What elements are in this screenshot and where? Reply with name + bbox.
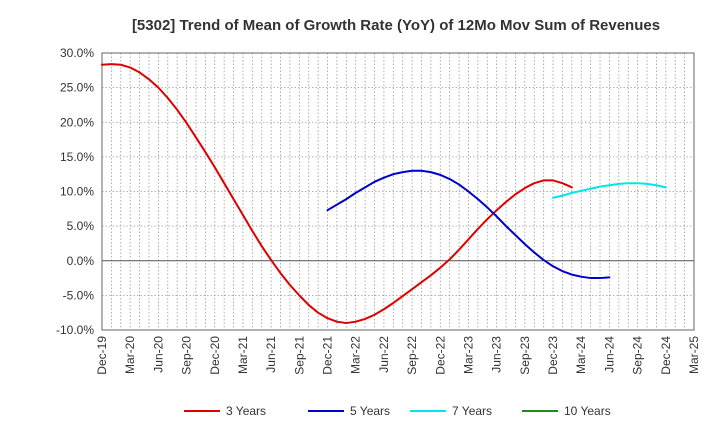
- plot-border: [101, 52, 695, 331]
- x-tick-label: Mar-20: [123, 336, 137, 374]
- x-tick-label: Jun-24: [602, 336, 616, 373]
- x-tick-label: Jun-23: [490, 336, 504, 373]
- y-tick-label: 30.0%: [60, 46, 94, 60]
- y-tick-label: -10.0%: [56, 323, 94, 337]
- series-line-7-years: [552, 182, 667, 199]
- grid: [102, 53, 694, 330]
- x-tick-label: Mar-25: [687, 336, 701, 374]
- x-tick-label: Jun-22: [377, 336, 391, 373]
- x-tick-label: Dec-24: [659, 336, 673, 375]
- legend-label: 7 Years: [452, 404, 492, 418]
- y-tick-label: 25.0%: [60, 81, 94, 95]
- x-tick-label: Sep-20: [180, 336, 194, 375]
- legend-label: 3 Years: [226, 404, 266, 418]
- x-tick-label: Mar-24: [574, 336, 588, 374]
- chart-title: [5302] Trend of Mean of Growth Rate (YoY…: [132, 17, 660, 34]
- series-line-5-years: [326, 169, 611, 280]
- x-tick-label: Jun-20: [151, 336, 165, 373]
- x-tick-label: Sep-22: [405, 336, 419, 375]
- legend-item-10-years: 10 Years: [522, 404, 611, 418]
- y-tick-label: 0.0%: [67, 254, 95, 268]
- legend-item-5-years: 5 Years: [308, 404, 390, 418]
- x-tick-label: Mar-22: [349, 336, 363, 374]
- x-tick-label: Mar-23: [461, 336, 475, 374]
- legend-label: 5 Years: [350, 404, 390, 418]
- x-tick-label: Sep-24: [631, 336, 645, 375]
- y-tick-label: 15.0%: [60, 150, 94, 164]
- x-tick-label: Dec-21: [321, 336, 335, 375]
- x-tick-label: Dec-20: [208, 336, 222, 375]
- legend-item-3-years: 3 Years: [184, 404, 266, 418]
- x-tick-label: Sep-23: [518, 336, 532, 375]
- y-tick-label: 5.0%: [67, 219, 95, 233]
- x-tick-label: Sep-21: [292, 336, 306, 375]
- y-tick-label: -5.0%: [63, 288, 95, 302]
- axes: 30.0% 25.0% 20.0% 15.0% 10.0% 5.0% 0.0% -5.0% -1…: [56, 46, 701, 375]
- y-tick-label: 10.0%: [60, 185, 94, 199]
- x-tick-label: Dec-23: [546, 336, 560, 375]
- x-tick-label: Mar-21: [236, 336, 250, 374]
- legend: 3 Years 5 Years 7 Years 10 Years: [184, 404, 611, 418]
- series-lines: [101, 63, 667, 325]
- legend-item-7-years: 7 Years: [410, 404, 492, 418]
- x-tick-label: Dec-22: [433, 336, 447, 375]
- x-tick-label: Dec-19: [95, 336, 109, 375]
- legend-label: 10 Years: [564, 404, 611, 418]
- y-tick-label: 20.0%: [60, 115, 94, 129]
- x-tick-label: Jun-21: [264, 336, 278, 373]
